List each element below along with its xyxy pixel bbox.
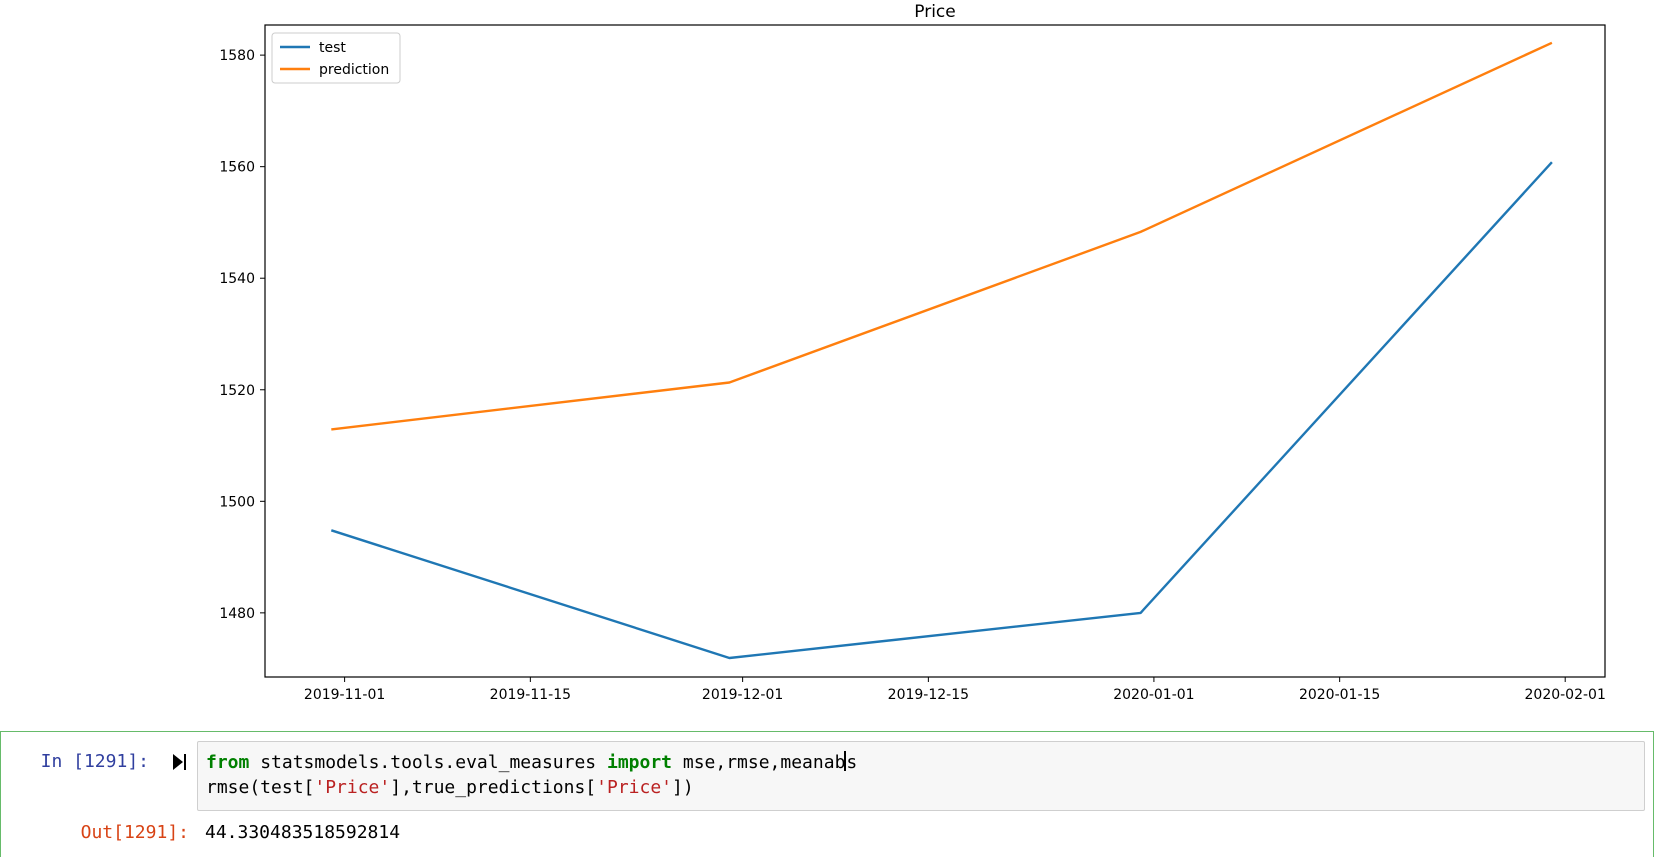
series-line-test [330,161,1553,660]
code-cell[interactable]: In [1291]: from statsmodels.tools.eval_m… [0,731,1654,857]
x-tick-label: 2020-01-15 [1299,687,1380,703]
code-text: ],true_predictions[ [390,777,597,798]
code-string: 'Price' [314,777,391,798]
x-tick-label: 2019-11-01 [304,687,385,703]
import-names: mse,rmse,meanab [672,752,846,773]
legend-box [271,32,401,84]
keyword-import: import [606,752,673,773]
module-path: statsmodels.tools.eval_measures [249,752,607,773]
import-names-tail: s [846,752,858,773]
output-prompt: Out[1291]: [80,822,189,843]
text-cursor [844,751,847,771]
code-text: ]) [672,777,694,798]
output-value: 44.330483518592814 [205,822,401,843]
input-prompt: In [1291]: [40,751,149,772]
code-text: rmse(test[ [206,777,315,798]
y-tick-label: 1580 [219,48,255,64]
y-tick-label: 1560 [219,160,255,176]
legend-label-prediction: prediction [319,62,389,78]
run-cell-icon[interactable] [171,752,187,772]
y-tick-label: 1500 [219,494,255,510]
x-tick-label: 2020-02-01 [1525,687,1606,703]
legend-label-test: test [319,40,346,56]
code-input[interactable]: from statsmodels.tools.eval_measures imp… [197,741,1645,811]
series-line-prediction [331,41,1553,431]
code-string: 'Price' [596,777,672,798]
x-tick-label: 2019-11-15 [490,687,571,703]
price-line-chart: Price 1480 1500 1520 1540 1560 1580 2019-11-01 2… [219,2,1606,703]
plot-frame [264,24,1606,678]
x-tick-label: 2019-12-15 [888,687,969,703]
chart-title: Price [914,2,955,22]
x-tick-label: 2019-12-01 [702,687,783,703]
keyword-from: from [206,752,250,773]
y-tick-label: 1540 [219,271,255,287]
x-tick-label: 2020-01-01 [1113,687,1194,703]
y-tick-label: 1480 [219,606,255,622]
code-line-1: from statsmodels.tools.eval_measures imp… [206,750,1636,775]
y-tick-label: 1520 [219,383,255,399]
code-line-2: rmse(test['Price'],true_predictions['Pri… [206,775,1636,800]
